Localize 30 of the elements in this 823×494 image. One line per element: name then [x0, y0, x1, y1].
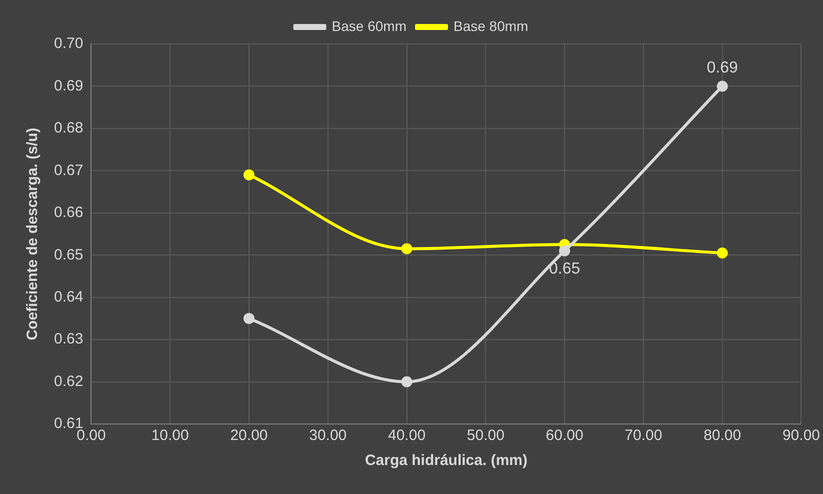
x-tick-label: 30.00: [309, 427, 347, 444]
x-tick-label: 40.00: [388, 427, 426, 444]
legend-label: Base 60mm: [332, 18, 407, 34]
point: [559, 245, 570, 256]
y-axis-title: Coeficiente de descarga. (s/u): [24, 128, 42, 340]
x-tick-label: 80.00: [704, 427, 742, 444]
y-tick-label: 0.68: [54, 120, 84, 137]
x-tick-label: 10.00: [151, 427, 189, 444]
legend-label: Base 80mm: [454, 18, 528, 34]
x-tick-label: 60.00: [546, 427, 584, 444]
y-tick-label: 0.70: [54, 35, 84, 52]
point: [243, 312, 254, 324]
x-axis-title: Carga hidráulica. (mm): [364, 452, 528, 470]
x-tick-label: 90.00: [782, 427, 820, 444]
x-tick-label: 70.00: [624, 427, 662, 444]
point: [243, 169, 254, 180]
y-tick-label: 0.62: [54, 372, 84, 390]
point: [401, 376, 412, 388]
point: [716, 80, 728, 92]
y-tick-label: 0.64: [54, 288, 84, 306]
x-tick-label: 20.00: [230, 427, 268, 444]
y-tick-label: 0.65: [54, 246, 84, 264]
point: [716, 248, 728, 258]
y-tick-label: 0.69: [54, 77, 84, 94]
data-label: 0.69: [706, 60, 738, 77]
y-tick-label: 0.63: [54, 330, 84, 348]
y-tick-label: 0.66: [54, 204, 84, 222]
x-tick-label: 50.00: [466, 427, 504, 444]
y-tick-label: 0.67: [54, 162, 84, 179]
point: [401, 243, 412, 254]
